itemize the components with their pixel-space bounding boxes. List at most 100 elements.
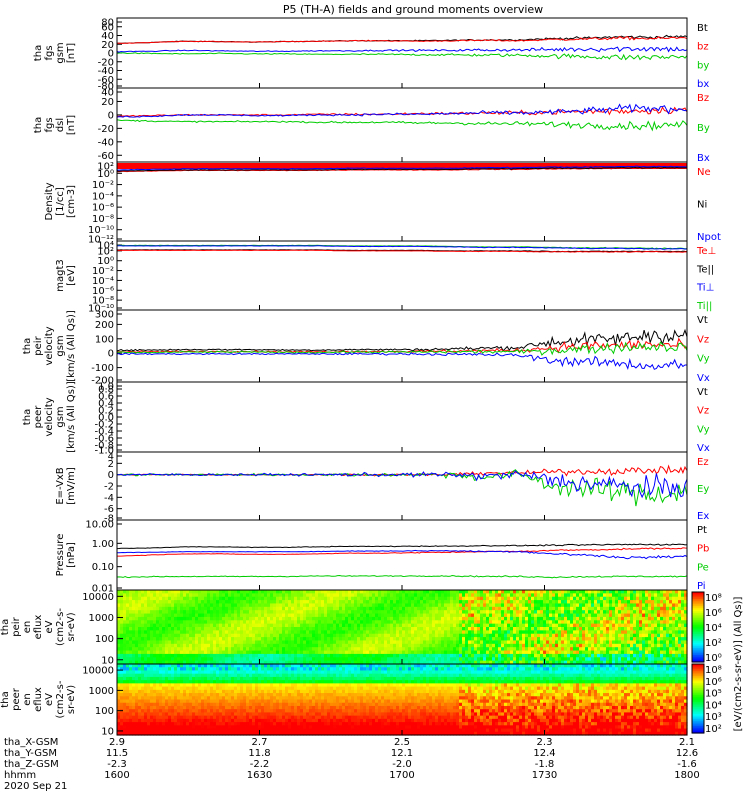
spectrogram-cell [339,637,343,642]
spectrogram-cell [537,620,541,625]
spectrogram-cell [153,670,157,675]
spectrogram-cell [198,633,202,638]
spectrogram-cell [168,709,172,714]
spectrogram-cell [399,590,403,594]
spectrogram-cell [438,616,442,621]
spectrogram-cell [183,699,187,704]
spectrogram-cell [171,670,175,675]
spectrogram-cell [150,696,154,701]
spectrogram-cell [147,725,151,730]
spectrogram-cell [582,657,586,662]
spectrogram-cell [231,653,235,658]
spectrogram-cell [324,660,328,665]
spectrogram-cell [411,627,415,631]
spectrogram-cell [681,647,685,652]
spectrogram-cell [135,718,139,723]
spectrogram-cell [651,633,655,638]
spectrogram-cell [354,650,358,655]
spectrogram-cell [492,627,496,631]
spectrogram-cell [126,627,130,631]
spectrogram-cell [342,610,346,615]
spectrogram-cell [141,673,145,678]
spectrogram-cell [414,643,418,648]
spectrogram-cell [276,606,280,611]
spectrogram-cell [591,606,595,611]
spectrogram-cell [354,613,358,618]
spectrogram-cell [642,616,646,621]
spectrogram-cell [600,606,604,611]
spectrogram-cell [516,653,520,658]
spectrogram-cell [339,647,343,652]
spectrogram-cell [528,616,532,621]
spectrogram-cell [525,616,529,621]
spectrogram-cell [405,627,409,631]
spectrogram-cell [165,633,169,638]
spectrogram-cell [171,673,175,678]
spectrogram-cell [561,653,565,658]
spectrogram-cell [324,623,328,628]
spectrogram-cell [291,590,295,594]
spectrogram-cell [468,603,472,608]
spectrogram-cell [327,613,331,618]
spectrogram-cell [183,667,187,672]
spectrogram-cell [141,715,145,720]
spectrogram-cell [621,620,625,625]
spectrogram-cell [465,600,469,605]
spectrogram-cell [174,637,178,642]
spectrogram-cell [318,593,322,598]
spectrogram-cell [327,620,331,625]
spectrogram-cell [249,630,253,635]
spectrogram-cell [384,657,388,662]
spectrogram-cell [489,640,493,645]
spectrogram-cell [471,630,475,635]
spectrogram-cell [600,593,604,598]
spectrogram-cell [549,603,553,608]
spectrogram-cell [363,596,367,601]
spectrogram-cell [162,616,166,621]
spectrogram-cell [303,603,307,608]
ytick-label: 40 [101,88,114,99]
spectrogram-cell [456,590,460,594]
spectrogram-cell [345,616,349,621]
spectrogram-cell [144,637,148,642]
spectrogram-cell [249,633,253,638]
spectrogram-cell [144,620,148,625]
spectrogram-cell [318,610,322,615]
spectrogram-cell [117,610,121,615]
spectrogram-cell [624,653,628,658]
spectrogram-cell [591,596,595,601]
spectrogram-cell [228,620,232,625]
spectrogram-cell [180,660,184,665]
spectrogram-cell [171,633,175,638]
spectrogram-cell [168,670,172,675]
spectrogram-cell [570,590,574,594]
spectrogram-cell [201,603,205,608]
spectrogram-cell [132,660,136,665]
spectrogram-cell [360,623,364,628]
spectrogram-cell [408,596,412,601]
legend-Vy: Vy [697,354,710,365]
spectrogram-cell [669,660,673,665]
spectrogram-cell [117,600,121,605]
spectrogram-cell [201,616,205,621]
spectrogram-cell [135,603,139,608]
spectrogram-cell [519,600,523,605]
spectrogram-cell [438,610,442,615]
spectrogram-cell [588,643,592,648]
spectrogram-cell [504,596,508,601]
spectrogram-cell [399,596,403,601]
spectrogram-cell [249,596,253,601]
spectrogram-cell [540,637,544,642]
spectrogram-cell [558,650,562,655]
spectrogram-cell [231,643,235,648]
spectrogram-cell [339,616,343,621]
spectrogram-cell [363,627,367,631]
spectrogram-cell [390,657,394,662]
spectrogram-cell [483,657,487,662]
spectrogram-cell [642,643,646,648]
spectrogram-cell [327,590,331,594]
spectrogram-cell [408,613,412,618]
spectrogram-cell [336,613,340,618]
spectrogram-cell [222,623,226,628]
spectrogram-cell [492,593,496,598]
